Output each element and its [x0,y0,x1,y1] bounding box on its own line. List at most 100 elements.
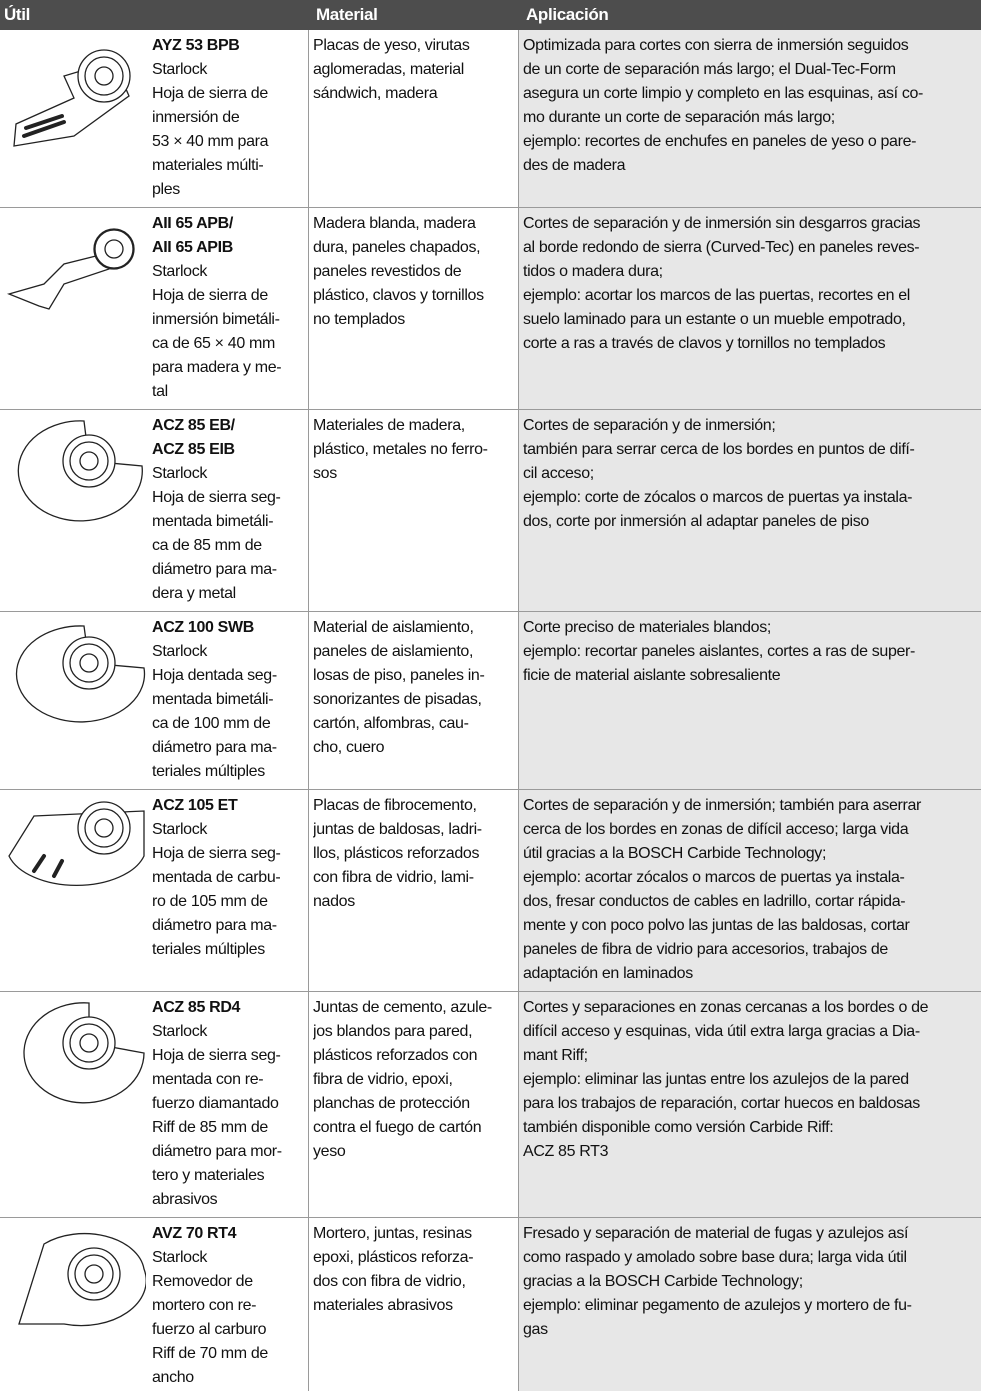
cell-line: Starlock [152,821,207,838]
cell-line: yeso [313,1143,346,1160]
cell-line: ples [152,181,180,198]
tool-name: AVZ 70 RT4 [152,1225,237,1242]
tool-image [0,992,148,1217]
cell-line: paneles de fibra de vidrio para accesori… [523,941,888,958]
cell-line: Madera blanda, madera [313,215,476,232]
cell-line: mentada con re- [152,1071,264,1088]
cell-line: para madera y me- [152,359,282,376]
tool-name: AII 65 APB/ [152,215,233,232]
cell-line: ancho [152,1369,194,1386]
table-cell: Fresado y separación de material de fuga… [518,1218,981,1391]
cell-line: epoxi, plásticos reforza- [313,1249,474,1266]
table-cell: ACZ 85 RD4 Starlock Hoja de sierra seg-men… [148,992,308,1217]
cell-line: abrasivos [152,1191,218,1208]
cell-line: cerca de los bordes en zonas de difícil … [523,821,909,838]
blade-icon [18,1232,146,1327]
cell-line: Hoja de sierra de [152,287,268,304]
cell-line: al borde redondo de sierra (Curved-Tec) … [523,239,920,256]
blade-icon [13,49,131,147]
tool-name: ACZ 85 EB/ [152,417,235,434]
table-row: AYZ 53 BPB Starlock Hoja de sierra de inmer… [0,30,981,208]
cell-line: mentada bimetáli- [152,691,274,708]
header-cell [152,0,312,30]
cell-line: contra el fuego de cartón [313,1119,482,1136]
table-cell: Placas de fibrocemento, juntas de baldosa… [308,790,518,991]
cell-line: dera y metal [152,585,236,602]
cell-line: ACZ 85 RT3 [523,1143,609,1160]
table-body: AYZ 53 BPB Starlock Hoja de sierra de inmer… [0,30,981,1391]
cell-line: dos, corte por inmersión al adaptar pane… [523,513,869,530]
cell-line: tidos o madera dura; [523,263,663,280]
tool-name: ACZ 100 SWB [152,619,254,636]
cell-line: Material de aislamiento, [313,619,474,636]
cell-line: Optimizada para cortes con sierra de inm… [523,37,909,54]
tool-image [0,612,148,789]
cell-line: también disponible como versión Carbide … [523,1119,834,1136]
cell-line: ficie de material aislante sobresaliente [523,667,781,684]
cell-line: Materiales de madera, [313,417,465,434]
table-header: Útil Material Aplicación [0,0,981,30]
cell-line: ejemplo: eliminar las juntas entre los a… [523,1071,909,1088]
cell-line: plásticos reforzados con [313,1047,478,1064]
cell-line: tal [152,383,168,400]
cell-line: diámetro para ma- [152,739,277,756]
cell-line: Hoja de sierra seg- [152,845,281,862]
cell-line: suelo laminado para un estante o un mueb… [523,311,906,328]
cell-line: Hoja de sierra seg- [152,1047,281,1064]
cell-line: adaptación en laminados [523,965,693,982]
cell-line: también para serrar cerca de los bordes … [523,441,915,458]
cell-line: Placas de fibrocemento, [313,797,477,814]
cell-line: aglomeradas, material [313,61,464,78]
cell-line: ro de 105 mm de [152,893,268,910]
table-cell: Corte preciso de materiales blandos; ejem… [518,612,981,789]
blade-icon [15,625,146,723]
cell-line: planchas de protección [313,1095,470,1112]
cell-line: sándwich, madera [313,85,438,102]
cell-line: Riff de 70 mm de [152,1345,268,1362]
cell-line: Corte preciso de materiales blandos; [523,619,771,636]
cell-line: Hoja de sierra de [152,85,268,102]
cell-line: mortero con re- [152,1297,257,1314]
cell-line: ejemplo: eliminar pegamento de azulejos … [523,1297,912,1314]
tool-image [0,410,148,611]
blade-icon [6,228,135,310]
cell-line: Cortes de separación y de inmersión; [523,417,776,434]
cell-line: paneles de aislamiento, [313,643,474,660]
cell-line: ejemplo: acortar los marcos de las puert… [523,287,910,304]
cell-line: corte a ras a través de clavos y tornill… [523,335,886,352]
table-cell: Mortero, juntas, resinas epoxi, plásticos… [308,1218,518,1391]
cell-line: Starlock [152,61,207,78]
header-cell: Útil [4,5,30,24]
table-cell: AVZ 70 RT4 Starlock Removedor de mortero co… [148,1218,308,1391]
table-cell: AYZ 53 BPB Starlock Hoja de sierra de inmer… [148,30,308,207]
cell-line: plástico, metales no ferro- [313,441,488,458]
cell-line: de un corte de separación más largo; el … [523,61,896,78]
cell-line: mente y con poco polvo las juntas de las… [523,917,910,934]
table-row: ACZ 100 SWB Starlock Hoja dentada seg-ment… [0,612,981,790]
cell-line: teriales múltiples [152,763,265,780]
table-row: ACZ 85 RD4 Starlock Hoja de sierra seg-men… [0,992,981,1218]
cell-line: mo durante un corte de separación más la… [523,109,835,126]
cell-line: mant Riff; [523,1047,588,1064]
tool-image [0,1218,148,1391]
table-cell: Juntas de cemento, azule-jos blandos par… [308,992,518,1217]
cell-line: Starlock [152,263,207,280]
cell-line: como raspado y amolado sobre base dura; … [523,1249,907,1266]
cell-line: dura, paneles chapados, [313,239,481,256]
cell-line: Starlock [152,465,207,482]
cell-line: ejemplo: recortes de enchufes en paneles… [523,133,917,150]
cell-line: asegura un corte limpio y completo en la… [523,85,924,102]
cell-line: plástico, clavos y tornillos [313,287,484,304]
cell-line: difícil acceso y esquinas, vida útil ext… [523,1023,920,1040]
table-row: AII 65 APB/AII 65 APIB Starlock Hoja de si… [0,208,981,410]
table-cell: Cortes y separaciones en zonas cercanas … [518,992,981,1217]
cell-line: materiales múlti- [152,157,264,174]
cell-line: ca de 100 mm de [152,715,271,732]
cell-line: cartón, alfombras, cau- [313,715,469,732]
cell-line: inmersión de [152,109,240,126]
blade-icon [8,801,145,887]
cell-line: Riff de 85 mm de [152,1119,268,1136]
table-cell: Cortes de separación y de inmersión sin … [518,208,981,409]
cell-line: diámetro para mor- [152,1143,282,1160]
tool-name: ACZ 85 EIB [152,441,235,458]
